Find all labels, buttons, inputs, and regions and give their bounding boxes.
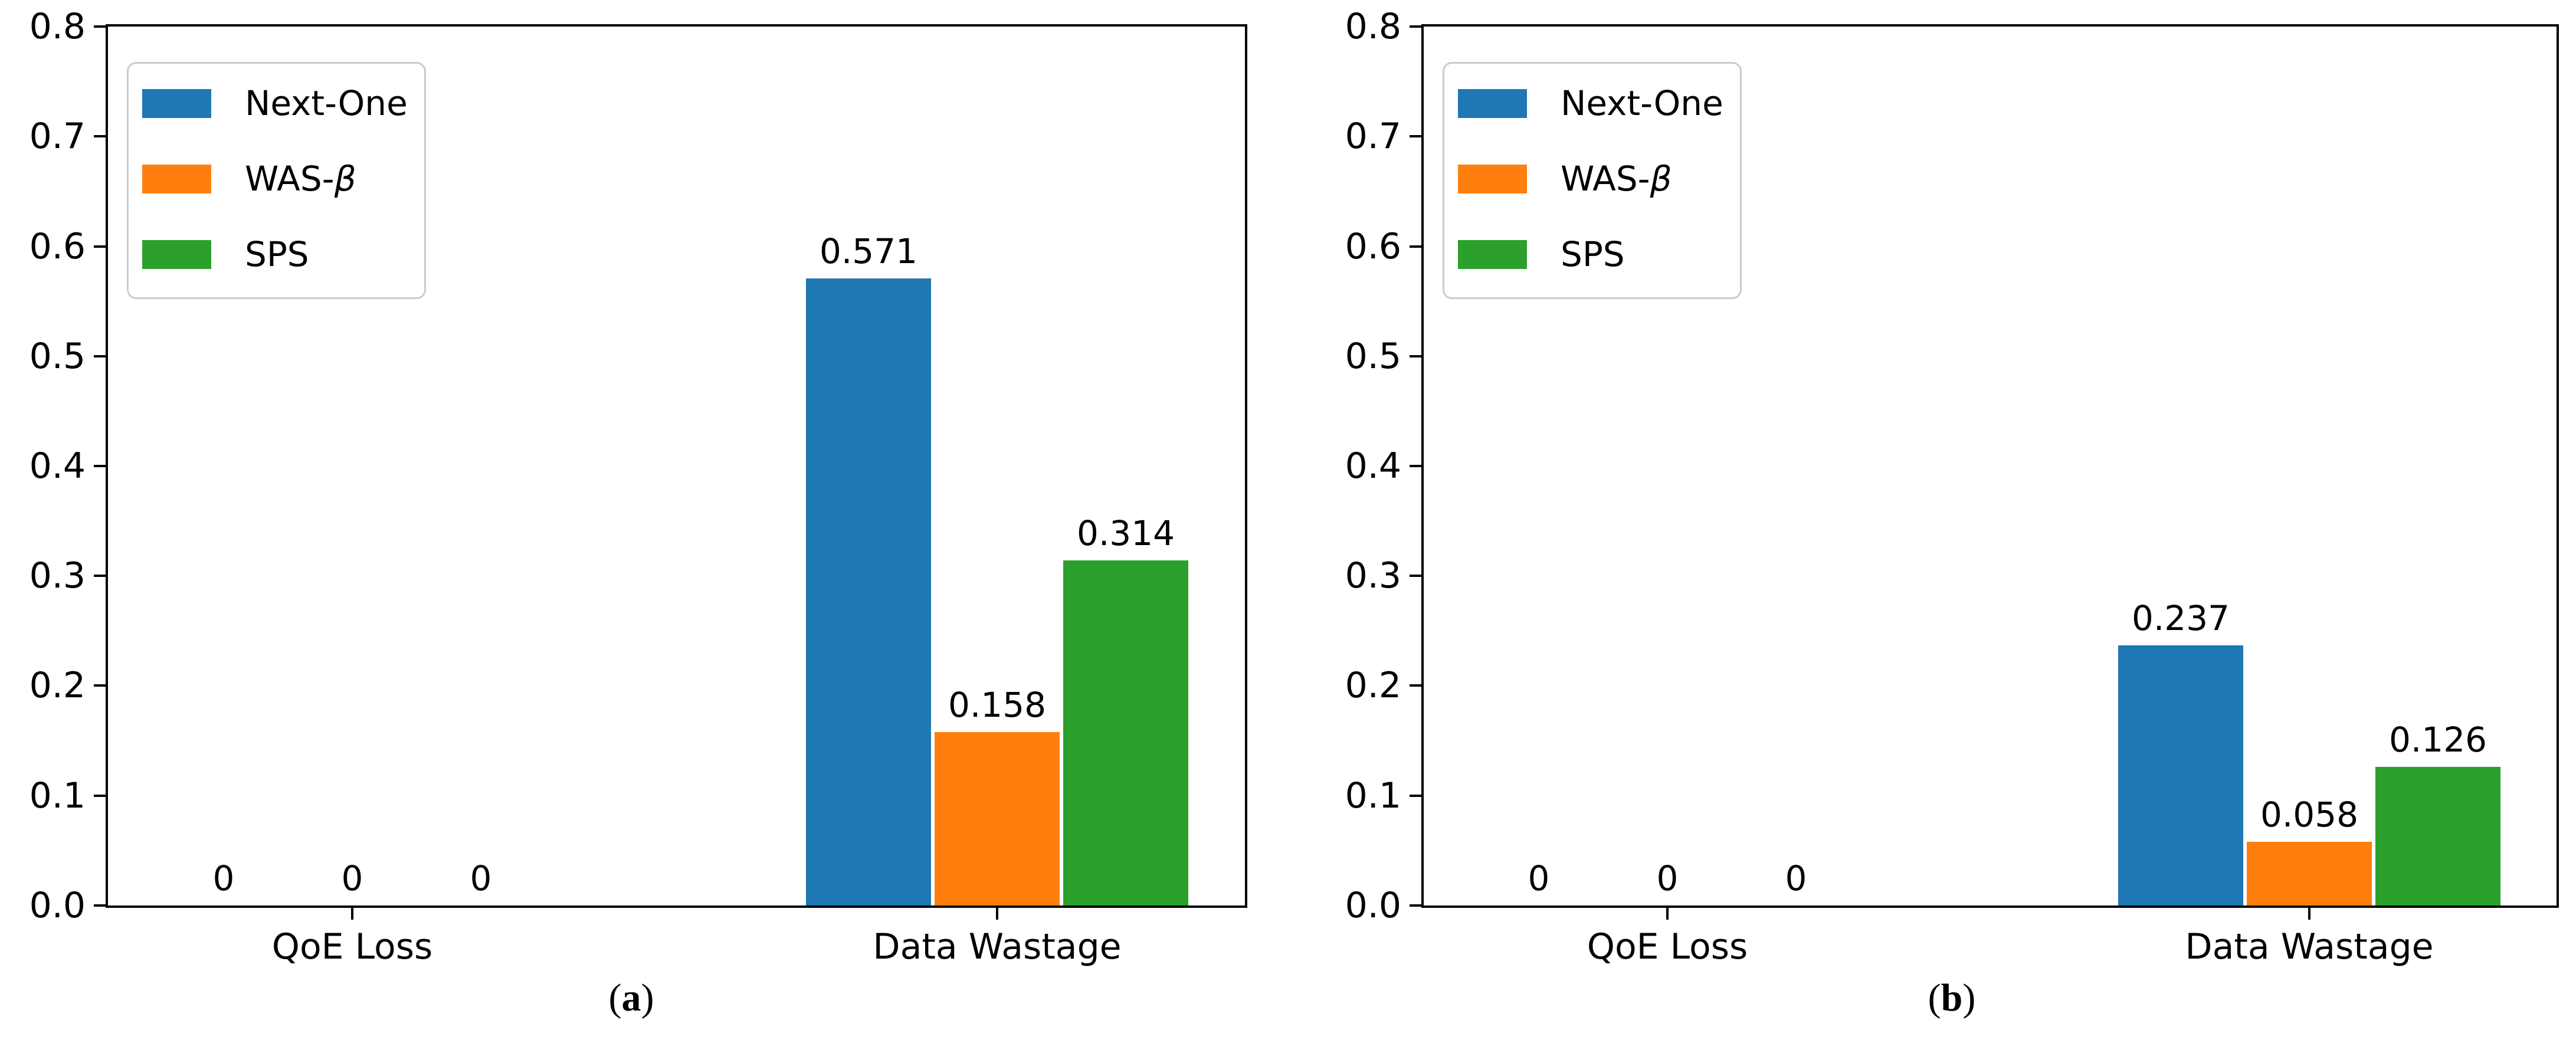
y-tick-label: 0.1	[29, 775, 86, 816]
x-tick-label-data-wastage: Data Wastage	[873, 926, 1122, 967]
legend-swatch-was	[142, 165, 211, 193]
chart-a-plot-area	[106, 24, 1247, 908]
bar-sps-data-wastage	[2375, 767, 2500, 905]
bar-value-label-sps-data-wastage: 0.126	[2388, 720, 2487, 760]
legend-swatch-next-one	[1458, 89, 1527, 118]
legend-label-next-one: Next-One	[245, 83, 408, 123]
legend-swatch-sps	[1458, 240, 1527, 269]
y-tick-mark	[1410, 25, 1421, 28]
bar-next-one-data-wastage	[806, 278, 931, 905]
y-tick-mark	[94, 355, 106, 357]
y-tick-label: 0.8	[1345, 6, 1401, 47]
y-tick-label: 0.5	[29, 336, 86, 377]
x-tick-mark-data-wastage	[2308, 908, 2310, 920]
y-tick-mark	[1410, 465, 1421, 467]
legend-swatch-sps	[142, 240, 211, 269]
y-tick-mark	[94, 795, 106, 797]
x-tick-mark-qoe-loss	[1666, 908, 1669, 920]
chart-a-caption: (a)	[608, 976, 654, 1019]
y-tick-mark	[1410, 355, 1421, 357]
y-tick-label: 0.4	[1345, 445, 1401, 487]
y-tick-mark	[1410, 135, 1421, 137]
y-tick-mark	[94, 465, 106, 467]
bar-was-data-wastage	[935, 732, 1060, 905]
bar-sps-data-wastage	[1063, 560, 1188, 905]
legend-label-sps: SPS	[1561, 234, 1625, 274]
y-tick-mark	[1410, 245, 1421, 248]
bar-value-label-next-one-qoe-loss: 0	[1528, 858, 1550, 898]
bar-value-label-was-data-wastage: 0.158	[948, 685, 1047, 725]
y-tick-mark	[94, 904, 106, 907]
bar-value-label-was-qoe-loss: 0	[341, 858, 363, 898]
y-tick-mark	[1410, 795, 1421, 797]
bar-value-label-was-data-wastage: 0.058	[2260, 795, 2359, 835]
y-tick-label: 0.4	[29, 445, 86, 487]
y-tick-label: 0.6	[1345, 226, 1401, 267]
bar-value-label-was-qoe-loss: 0	[1656, 858, 1679, 898]
x-tick-label-qoe-loss: QoE Loss	[271, 926, 433, 967]
y-tick-label: 0.3	[29, 555, 86, 596]
y-tick-label: 0.2	[1345, 665, 1401, 706]
legend-label-was: WAS-β	[1561, 159, 1672, 199]
bar-was-data-wastage	[2247, 842, 2372, 905]
y-tick-label: 0.5	[1345, 336, 1401, 377]
chart-b-plot-area	[1421, 24, 2559, 908]
y-tick-mark	[1410, 684, 1421, 687]
bar-value-label-sps-qoe-loss: 0	[470, 858, 492, 898]
bar-value-label-next-one-data-wastage: 0.571	[819, 231, 918, 271]
y-tick-label: 0.2	[29, 665, 86, 706]
y-tick-mark	[1410, 904, 1421, 907]
y-tick-mark	[94, 25, 106, 28]
bar-next-one-data-wastage	[2118, 645, 2243, 905]
bar-value-label-next-one-data-wastage: 0.237	[2131, 598, 2230, 638]
y-tick-label: 0.6	[29, 226, 86, 267]
legend-label-sps: SPS	[245, 234, 309, 274]
y-tick-mark	[94, 575, 106, 577]
legend-swatch-next-one	[142, 89, 211, 118]
bar-value-label-next-one-qoe-loss: 0	[212, 858, 235, 898]
x-tick-mark-qoe-loss	[351, 908, 353, 920]
chart-b-caption: (b)	[1928, 976, 1976, 1019]
x-tick-mark-data-wastage	[996, 908, 998, 920]
y-tick-mark	[94, 135, 106, 137]
y-tick-label: 0.8	[29, 6, 86, 47]
y-tick-label: 0.1	[1345, 775, 1401, 816]
y-tick-label: 0.7	[1345, 116, 1401, 157]
legend-label-was: WAS-β	[245, 159, 356, 199]
y-tick-label: 0.3	[1345, 555, 1401, 596]
y-tick-label: 0.0	[29, 885, 86, 926]
legend-label-next-one: Next-One	[1561, 83, 1723, 123]
y-tick-mark	[94, 684, 106, 687]
x-tick-label-data-wastage: Data Wastage	[2185, 926, 2434, 967]
x-tick-label-qoe-loss: QoE Loss	[1587, 926, 1748, 967]
y-tick-mark	[1410, 575, 1421, 577]
y-tick-label: 0.7	[29, 116, 86, 157]
bar-value-label-sps-data-wastage: 0.314	[1076, 513, 1175, 553]
y-tick-mark	[94, 245, 106, 248]
bar-value-label-sps-qoe-loss: 0	[1785, 858, 1807, 898]
y-tick-label: 0.0	[1345, 885, 1401, 926]
legend-swatch-was	[1458, 165, 1527, 193]
